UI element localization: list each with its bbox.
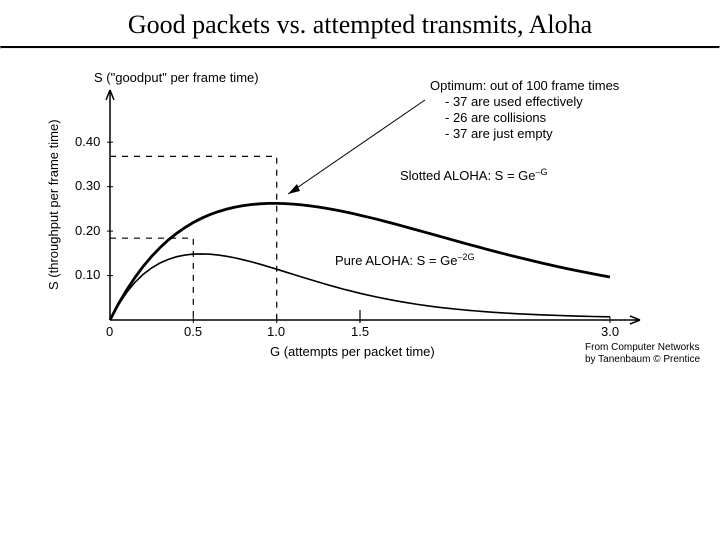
x-tick-label: 0 xyxy=(106,324,113,339)
page-title: Good packets vs. attempted transmits, Al… xyxy=(0,0,720,46)
y-tick-label: 0.10 xyxy=(75,267,100,282)
y-tick-label: 0.30 xyxy=(75,178,100,193)
credit-line: by Tanenbaum © Prentice Hall xyxy=(585,354,700,365)
x-tick-label: 1.0 xyxy=(267,324,285,339)
title-underline xyxy=(0,46,720,49)
aloha-chart: 0.10 0.20 0.30 0.40 0 0.5 1.0 1.5 3.0 xyxy=(30,60,700,380)
svg-text:Optimum: out of 100 frame time: Optimum: out of 100 frame times xyxy=(430,78,620,93)
credit-line: From Computer Networks, xyxy=(585,342,700,353)
optimum-annotation: Optimum: out of 100 frame times - 37 are… xyxy=(430,78,620,141)
y-axis-top-label: S ("goodput" per frame time) xyxy=(94,70,259,85)
svg-text:- 37 are just empty: - 37 are just empty xyxy=(445,126,553,141)
pure-aloha-label: Pure ALOHA: S = Ge–2G xyxy=(335,252,475,268)
x-tick-label: 1.5 xyxy=(351,324,369,339)
svg-text:- 26 are collisions: - 26 are collisions xyxy=(445,110,547,125)
guide-lines xyxy=(110,156,277,320)
x-tick-label: 0.5 xyxy=(184,324,202,339)
axes xyxy=(106,90,640,324)
y-tick-label: 0.20 xyxy=(75,223,100,238)
x-axis-title: G (attempts per packet time) xyxy=(270,344,435,359)
y-ticks: 0.10 0.20 0.30 0.40 xyxy=(75,134,113,282)
y-tick-label: 0.40 xyxy=(75,134,100,149)
slotted-aloha-label: Slotted ALOHA: S = Ge–G xyxy=(400,167,548,183)
y-axis-title: S (throughput per frame time) xyxy=(46,119,61,290)
svg-text:- 37 are used effectively: - 37 are used effectively xyxy=(445,94,583,109)
x-tick-label: 3.0 xyxy=(601,324,619,339)
